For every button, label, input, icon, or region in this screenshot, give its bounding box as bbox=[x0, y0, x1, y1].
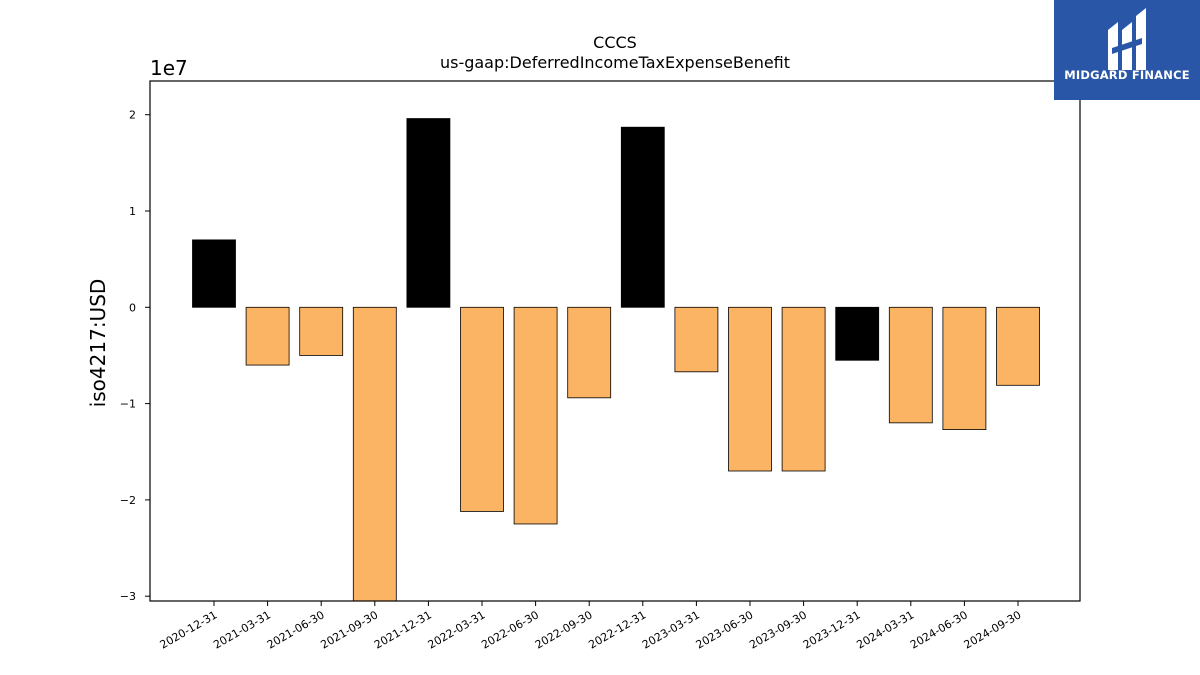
bar-2021-03-31 bbox=[245, 306, 290, 366]
x-tick-label: 2023-09-30 bbox=[747, 608, 809, 651]
x-tick-label: 2021-12-31 bbox=[372, 608, 434, 651]
bar-2024-06-30 bbox=[942, 306, 987, 430]
bar-2022-09-30 bbox=[567, 306, 612, 399]
x-tick-label: 2024-03-31 bbox=[854, 608, 916, 651]
bar-2021-09-30 bbox=[352, 306, 397, 602]
y-tick-label: −3 bbox=[120, 590, 136, 603]
axes-frame bbox=[149, 80, 1081, 602]
bar-2023-09-30 bbox=[781, 306, 826, 472]
x-tick-label: 2022-09-30 bbox=[533, 608, 595, 651]
y-tick-label: 0 bbox=[129, 301, 136, 314]
bar-2022-03-31 bbox=[460, 306, 504, 512]
logo-text: MIDGARD FINANCE bbox=[1064, 68, 1190, 82]
bar-2023-12-31 bbox=[835, 306, 880, 361]
x-tick-label: 2022-03-31 bbox=[426, 608, 488, 651]
bar-2022-12-31 bbox=[620, 126, 665, 308]
logo-mark-icon bbox=[1108, 8, 1146, 70]
y-tick-label: 2 bbox=[129, 109, 136, 122]
x-tick-label: 2023-12-31 bbox=[801, 608, 863, 651]
bar-2023-03-31 bbox=[674, 306, 719, 373]
midgard-finance-logo: MIDGARD FINANCE bbox=[1054, 0, 1200, 100]
bar-2024-03-31 bbox=[888, 306, 933, 424]
y-offset-label: 1e7 bbox=[150, 56, 188, 80]
x-tick-label: 2024-09-30 bbox=[962, 608, 1024, 651]
x-tick-label: 2021-09-30 bbox=[318, 608, 380, 651]
bar-2021-06-30 bbox=[299, 306, 344, 356]
x-tick-label: 2021-03-31 bbox=[211, 608, 273, 651]
bar-2020-12-31 bbox=[192, 239, 236, 308]
x-tick-label: 2024-06-30 bbox=[908, 608, 970, 651]
x-tick-label: 2020-12-31 bbox=[158, 608, 220, 651]
x-tick-label: 2023-06-30 bbox=[694, 608, 756, 651]
x-tick-label: 2022-12-31 bbox=[586, 608, 648, 651]
bar-2024-09-30 bbox=[996, 306, 1040, 386]
bar-2022-06-30 bbox=[513, 306, 558, 525]
bar-2023-06-30 bbox=[728, 306, 772, 472]
y-tick-label: 1 bbox=[129, 205, 136, 218]
bars-group bbox=[192, 118, 1040, 602]
y-axis-label: iso4217:USD bbox=[86, 279, 110, 408]
y-tick-label: −2 bbox=[120, 494, 136, 507]
y-tick-label: −1 bbox=[120, 398, 136, 411]
bar-2021-12-31 bbox=[406, 118, 451, 308]
chart-title: CCCS bbox=[593, 33, 637, 52]
x-tick-label: 2021-06-30 bbox=[265, 608, 327, 651]
x-tick-label: 2022-06-30 bbox=[479, 608, 541, 651]
x-axis-ticks: 2020-12-312021-03-312021-06-302021-09-30… bbox=[158, 601, 1024, 652]
chart-subtitle: us-gaap:DeferredIncomeTaxExpenseBenefit bbox=[440, 53, 790, 72]
x-tick-label: 2023-03-31 bbox=[640, 608, 702, 651]
y-axis-ticks: −3 −2 −1 0 1 2 bbox=[120, 109, 150, 603]
